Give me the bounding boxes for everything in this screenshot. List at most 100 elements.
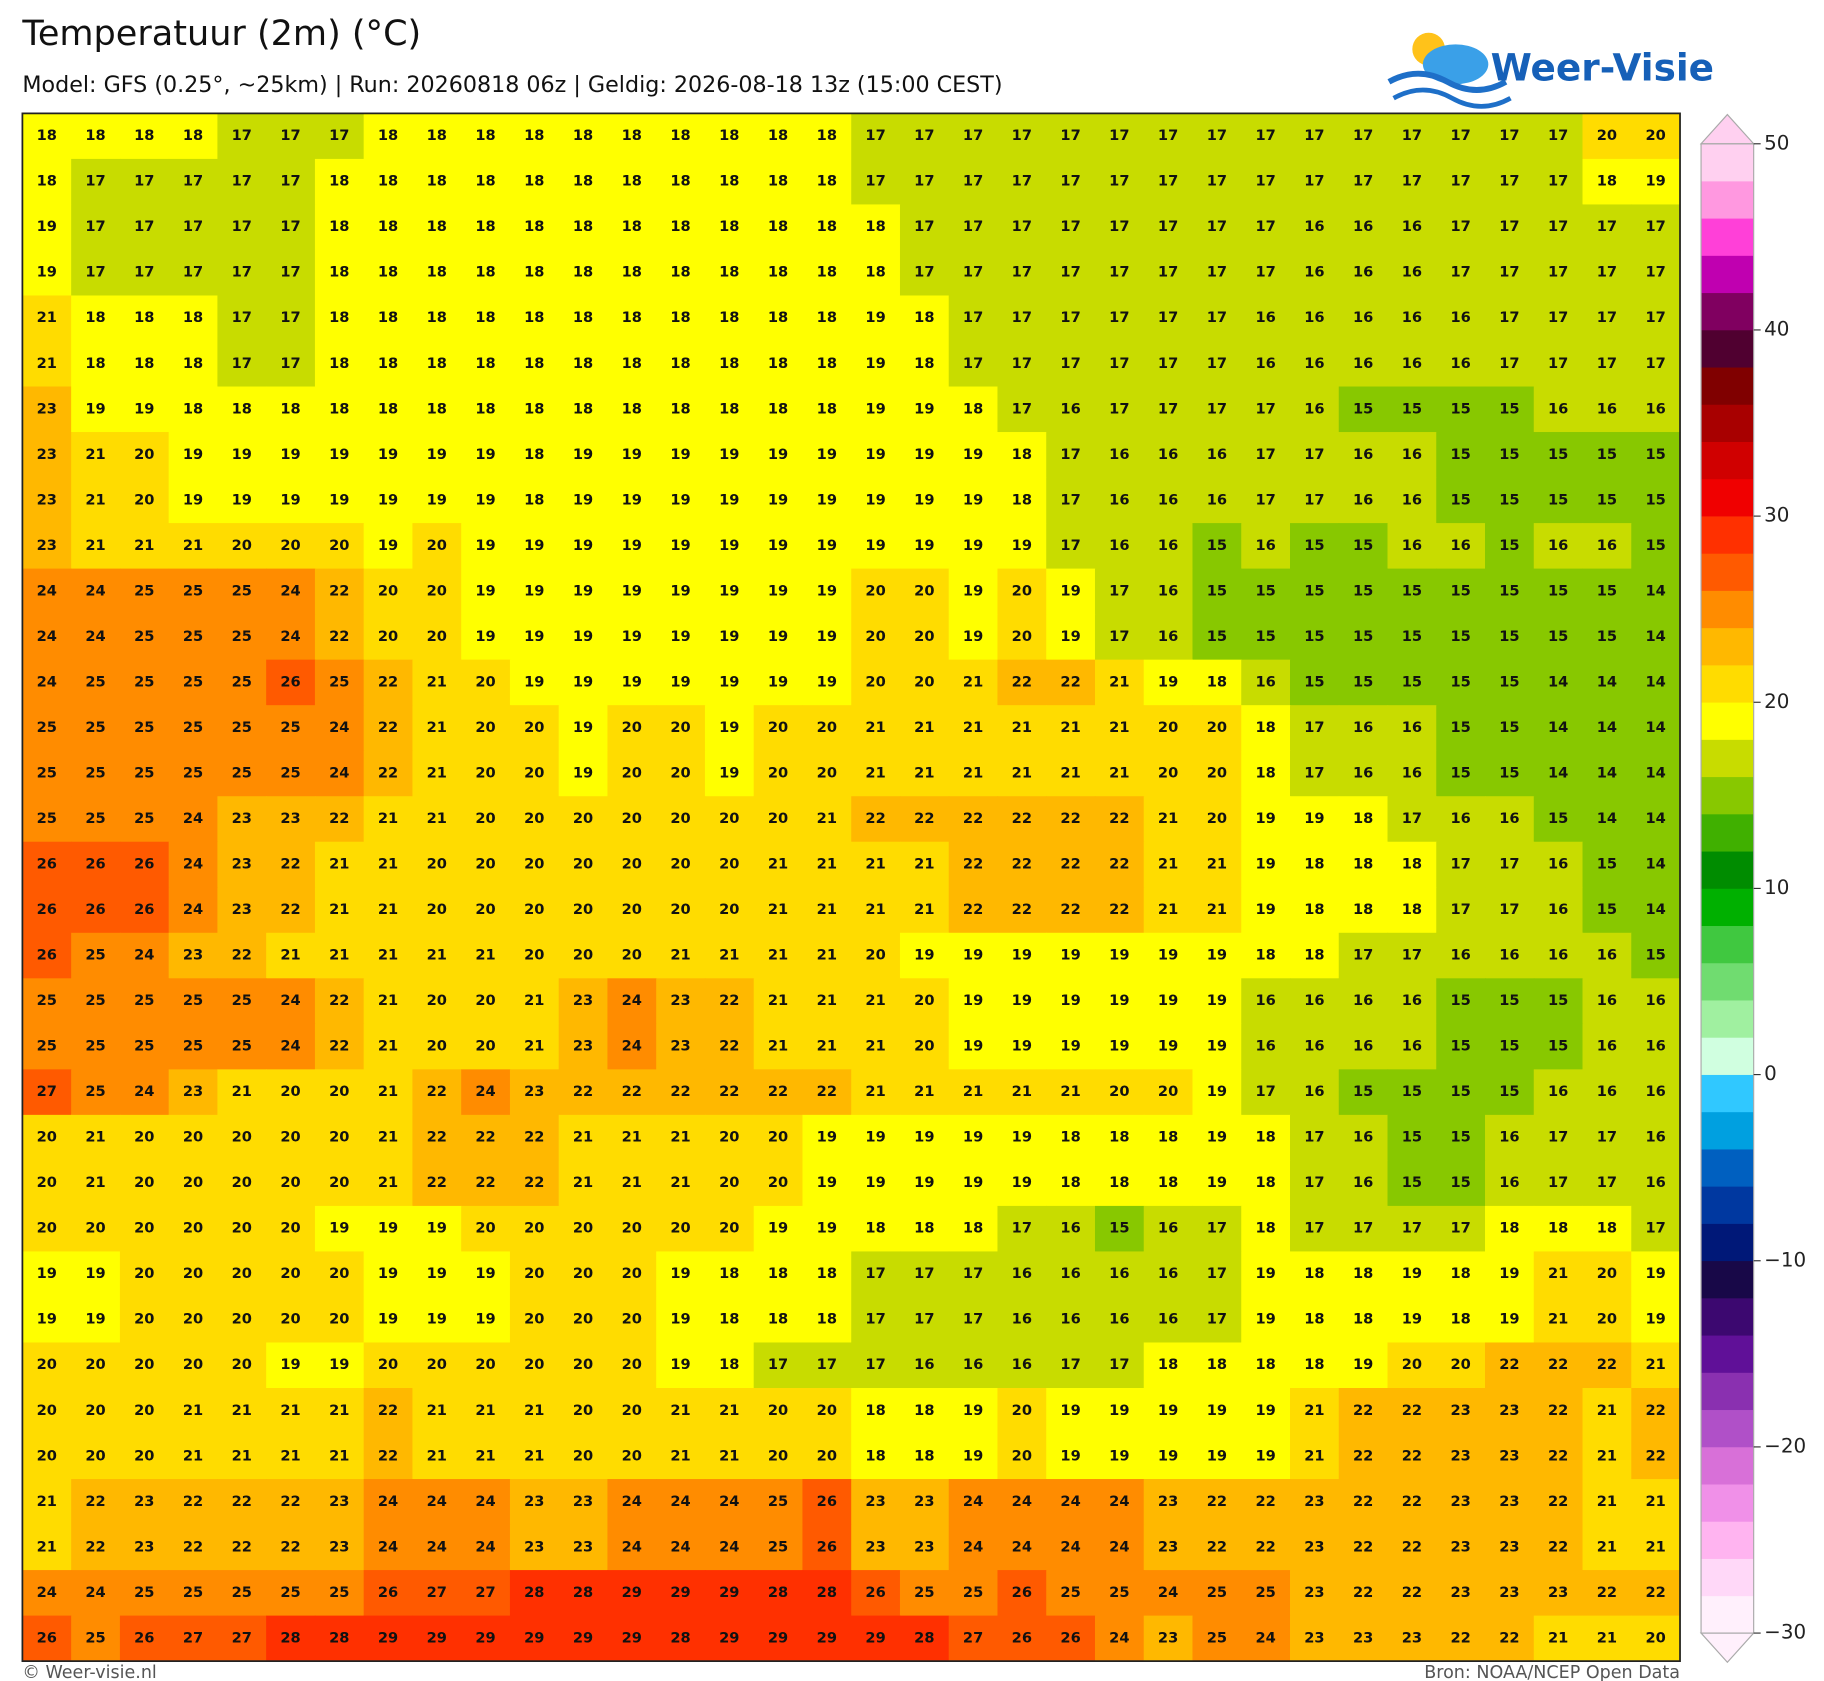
temperature-label: 21 [670, 1447, 690, 1464]
temperature-cell [71, 659, 121, 706]
temperature-cell [1241, 1387, 1291, 1435]
temperature-label: 21 [427, 947, 447, 964]
temperature-label: 15 [1499, 764, 1519, 781]
temperature-label: 21 [378, 810, 398, 827]
temperature-cell [22, 1023, 72, 1070]
temperature-label: 22 [768, 1083, 788, 1100]
temperature-cell [217, 1524, 267, 1571]
temperature-cell [1046, 523, 1096, 570]
temperature-cell [1143, 568, 1194, 615]
temperature-cell [461, 796, 511, 843]
colorbar-bin [1701, 441, 1754, 480]
temperature-cell [558, 841, 609, 888]
temperature-label: 19 [670, 1265, 690, 1282]
temperature-label: 22 [719, 1083, 739, 1100]
temperature-cell [948, 887, 999, 934]
temperature-label: 19 [280, 491, 300, 508]
temperature-cell [1192, 1251, 1242, 1298]
temperature-label: 17 [1645, 355, 1665, 372]
temperature-label: 25 [183, 719, 203, 736]
temperature-cell [363, 1205, 414, 1253]
temperature-cell [266, 1251, 316, 1298]
temperature-cell [1387, 1387, 1437, 1435]
colorbar-bin [1701, 1372, 1754, 1411]
temperature-cell [1289, 1160, 1340, 1207]
temperature-label: 17 [1158, 264, 1178, 281]
colorbar-bin [1701, 516, 1754, 554]
temperature-cell [461, 1296, 511, 1344]
temperature-label: 21 [1597, 1538, 1617, 1555]
temperature-cell [1192, 1296, 1242, 1344]
temperature-label: 20 [329, 1083, 349, 1100]
temperature-cell [1582, 249, 1632, 297]
temperature-label: 21 [232, 1447, 252, 1464]
temperature-cell [1582, 841, 1632, 888]
temperature-cell [607, 841, 657, 888]
temperature-label: 19 [1499, 1311, 1519, 1328]
temperature-cell [1192, 1387, 1242, 1435]
temperature-label: 18 [1353, 1311, 1373, 1328]
temperature-label: 18 [768, 1265, 788, 1282]
temperature-cell [217, 1433, 267, 1480]
temperature-label: 21 [378, 1129, 398, 1146]
temperature-label: 20 [622, 947, 642, 964]
temperature-cell [1192, 477, 1242, 524]
temperature-cell [1436, 1479, 1486, 1526]
temperature-cell [1241, 659, 1291, 706]
temperature-label: 26 [1060, 1629, 1080, 1646]
temperature-cell [217, 386, 267, 433]
temperature-label: 23 [524, 1493, 544, 1510]
temperature-label: 17 [914, 127, 934, 144]
temperature-label: 20 [768, 810, 788, 827]
temperature-label: 19 [1402, 1265, 1422, 1282]
temperature-label: 28 [280, 1629, 300, 1646]
temperature-cell [1338, 1479, 1389, 1526]
temperature-cell [1143, 432, 1194, 479]
temperature-cell [704, 1114, 755, 1161]
temperature-label: 19 [427, 491, 447, 508]
temperature-cell [1533, 1069, 1584, 1116]
temperature-cell [217, 841, 267, 888]
temperature-cell [71, 1524, 121, 1571]
temperature-label: 21 [280, 1447, 300, 1464]
temperature-label: 21 [670, 1174, 690, 1191]
temperature-cell [71, 477, 121, 524]
temperature-label: 17 [1158, 355, 1178, 372]
temperature-label: 16 [1548, 400, 1568, 417]
temperature-cell [1485, 841, 1535, 888]
temperature-label: 24 [85, 582, 105, 599]
temperature-label: 20 [622, 1447, 642, 1464]
temperature-label: 15 [1450, 764, 1470, 781]
temperature-cell [1192, 887, 1242, 934]
temperature-cell [1582, 1433, 1632, 1480]
temperature-label: 17 [1255, 218, 1275, 235]
temperature-cell [704, 249, 755, 297]
temperature-label: 22 [427, 1083, 447, 1100]
temperature-label: 19 [865, 491, 885, 508]
temperature-label: 18 [183, 127, 203, 144]
temperature-cell [1094, 750, 1145, 797]
temperature-cell [1289, 1433, 1340, 1480]
temperature-cell [704, 1251, 755, 1298]
temperature-label: 18 [378, 309, 398, 326]
temperature-cell [22, 249, 72, 297]
temperature-cell [607, 1296, 657, 1344]
temperature-label: 27 [183, 1629, 203, 1646]
temperature-cell [558, 158, 609, 206]
temperature-cell [22, 1524, 72, 1571]
temperature-cell [412, 1296, 462, 1344]
temperature-cell [22, 978, 72, 1025]
temperature-label: 16 [1060, 1220, 1080, 1237]
temperature-cell [1241, 568, 1291, 615]
temperature-label: 17 [1402, 947, 1422, 964]
temperature-label: 23 [1304, 1629, 1324, 1646]
temperature-cell [997, 523, 1047, 570]
temperature-label: 16 [1353, 1174, 1373, 1191]
colorbar-bin [1701, 1558, 1754, 1597]
temperature-label: 16 [1304, 309, 1324, 326]
temperature-cell [1631, 249, 1681, 297]
temperature-label: 15 [1353, 1083, 1373, 1100]
temperature-label: 21 [768, 1038, 788, 1055]
temperature-cell [1533, 432, 1584, 479]
temperature-label: 20 [622, 764, 642, 781]
